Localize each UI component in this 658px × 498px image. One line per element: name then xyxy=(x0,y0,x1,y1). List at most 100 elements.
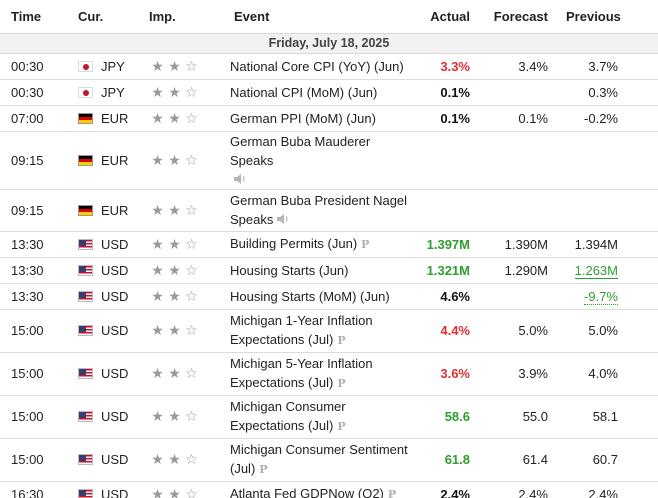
header-currency[interactable]: Cur. xyxy=(70,0,141,34)
event-currency: USD xyxy=(70,231,141,258)
de-flag-icon xyxy=(78,204,93,216)
event-forecast: 2.4% xyxy=(478,481,558,498)
event-row[interactable]: 09:15 EUR ★ ★ ☆ German Buba President Nagel Sp… xyxy=(0,189,658,232)
star-empty-icon: ☆ xyxy=(185,451,198,467)
event-forecast: 5.0% xyxy=(478,309,558,353)
preliminary-icon: P xyxy=(361,238,370,251)
event-time: 09:15 xyxy=(0,189,70,232)
star-empty-icon: ☆ xyxy=(185,235,198,252)
event-currency: USD xyxy=(70,395,141,439)
speaker-icon xyxy=(233,171,247,184)
event-row[interactable]: 13:30 USD ★ ★ ☆ Housing Starts (MoM) (Jun) 4.6… xyxy=(0,283,658,310)
event-forecast xyxy=(478,283,558,310)
currency-code: JPY xyxy=(101,58,125,74)
event-row[interactable]: 15:00 USD ★ ★ ☆ Michigan Consumer Sentiment (J… xyxy=(0,438,658,482)
star-filled-icon: ★ xyxy=(168,408,181,424)
star-empty-icon: ☆ xyxy=(185,201,198,218)
star-filled-icon: ★ xyxy=(151,408,164,424)
event-row[interactable]: 16:30 USD ★ ★ ☆ Atlanta Fed GDPNow (Q2) P 2.4% 2… xyxy=(0,481,658,498)
event-forecast xyxy=(478,189,558,232)
event-row[interactable]: 09:15 EUR ★ ★ ☆ German Buba Mauderer Speaks xyxy=(0,131,658,190)
us-flag-icon xyxy=(78,488,93,498)
header-importance[interactable]: Imp. xyxy=(141,0,226,34)
preliminary-icon: P xyxy=(337,334,346,347)
event-name[interactable]: Building Permits (Jun) P xyxy=(226,231,415,258)
currency-code: EUR xyxy=(101,202,129,218)
event-name-line: German Buba President Nagel xyxy=(230,193,408,208)
preliminary-icon: P xyxy=(337,377,346,390)
event-name[interactable]: Michigan Consumer Sentiment (Jul) P xyxy=(226,438,415,482)
event-name[interactable]: Housing Starts (Jun) xyxy=(226,257,415,284)
event-previous: 5.0% xyxy=(558,309,658,353)
event-actual: 2.4% xyxy=(415,481,478,498)
event-forecast: 61.4 xyxy=(478,438,558,482)
event-row[interactable]: 07:00 EUR ★ ★ ☆ German PPI (MoM) (Jun) 0.1% 0.1… xyxy=(0,105,658,132)
event-time: 07:00 xyxy=(0,105,70,132)
star-empty-icon: ☆ xyxy=(185,322,198,338)
event-name[interactable]: Michigan 1-Year Inflation Expectations (J… xyxy=(226,309,415,353)
currency-code: USD xyxy=(101,409,129,424)
event-previous: -9.7% xyxy=(558,283,658,310)
event-row[interactable]: 13:30 USD ★ ★ ☆ Building Permits (Jun) P 1.397M… xyxy=(0,231,658,258)
event-importance: ★ ★ ☆ xyxy=(141,395,226,439)
event-name[interactable]: National Core CPI (YoY) (Jun) xyxy=(226,53,415,80)
event-time: 15:00 xyxy=(0,309,70,353)
event-name-line: Atlanta Fed GDPNow (Q2) P xyxy=(230,484,413,498)
event-name[interactable]: German PPI (MoM) (Jun) xyxy=(226,105,415,132)
event-row[interactable]: 00:30 JPY ★ ★ ☆ National Core CPI (YoY) (Jun)… xyxy=(0,53,658,80)
star-filled-icon: ★ xyxy=(168,151,181,168)
header-time[interactable]: Time xyxy=(0,0,70,34)
currency-code: USD xyxy=(101,262,129,278)
event-actual: 1.321M xyxy=(415,257,478,284)
event-row[interactable]: 15:00 USD ★ ★ ☆ Michigan 5-Year Inflation Expe… xyxy=(0,352,658,396)
event-row[interactable]: 00:30 JPY ★ ★ ☆ National CPI (MoM) (Jun) 0.1% 0… xyxy=(0,79,658,106)
event-actual: 0.1% xyxy=(415,79,478,106)
star-filled-icon: ★ xyxy=(151,365,164,381)
currency-code: USD xyxy=(101,323,129,338)
star-filled-icon: ★ xyxy=(168,109,181,126)
event-name[interactable]: Michigan Consumer Expectations (Jul) P xyxy=(226,395,415,439)
event-name[interactable]: Housing Starts (MoM) (Jun) xyxy=(226,283,415,310)
event-importance: ★ ★ ☆ xyxy=(141,53,226,80)
event-actual: 4.4% xyxy=(415,309,478,353)
event-name[interactable]: Michigan 5-Year Inflation Expectations (J… xyxy=(226,352,415,396)
event-name-line: German PPI (MoM) (Jun) xyxy=(230,110,376,126)
event-actual: 3.3% xyxy=(415,53,478,80)
event-forecast xyxy=(478,79,558,106)
event-actual: 1.397M xyxy=(415,231,478,258)
event-importance: ★ ★ ☆ xyxy=(141,481,226,498)
header-event[interactable]: Event xyxy=(226,0,415,34)
event-time: 15:00 xyxy=(0,352,70,396)
us-flag-icon xyxy=(78,290,93,302)
header-forecast[interactable]: Forecast xyxy=(478,0,558,34)
event-name[interactable]: National CPI (MoM) (Jun) xyxy=(226,79,415,106)
event-name[interactable]: German Buba President Nagel Speaks xyxy=(226,189,415,232)
date-label: Friday, July 18, 2025 xyxy=(0,33,658,54)
event-actual: 4.6% xyxy=(415,283,478,310)
header-previous[interactable]: Previous xyxy=(558,0,658,34)
star-filled-icon: ★ xyxy=(151,201,164,218)
event-currency: USD xyxy=(70,283,141,310)
event-row[interactable]: 15:00 USD ★ ★ ☆ Michigan 1-Year Inflation Expe… xyxy=(0,309,658,353)
star-empty-icon: ☆ xyxy=(185,261,198,278)
event-name-line: Expectations (Jul) P xyxy=(230,332,346,347)
event-previous: 1.394M xyxy=(558,231,658,258)
event-row[interactable]: 15:00 USD ★ ★ ☆ Michigan Consumer Expectations… xyxy=(0,395,658,439)
currency-code: USD xyxy=(101,486,129,498)
header-actual[interactable]: Actual xyxy=(415,0,478,34)
event-name[interactable]: German Buba Mauderer Speaks xyxy=(226,131,415,190)
star-filled-icon: ★ xyxy=(151,57,164,74)
event-forecast: 0.1% xyxy=(478,105,558,132)
date-row: Friday, July 18, 2025 xyxy=(0,33,658,54)
jp-flag-icon xyxy=(78,60,93,72)
event-currency: USD xyxy=(70,309,141,353)
star-filled-icon: ★ xyxy=(151,83,164,100)
event-name[interactable]: Atlanta Fed GDPNow (Q2) P xyxy=(226,481,415,498)
us-flag-icon xyxy=(78,454,93,465)
star-filled-icon: ★ xyxy=(168,83,181,100)
preliminary-icon: P xyxy=(259,463,268,476)
event-time: 13:30 xyxy=(0,257,70,284)
event-name-line: National CPI (MoM) (Jun) xyxy=(230,84,378,100)
currency-code: EUR xyxy=(101,152,129,168)
event-row[interactable]: 13:30 USD ★ ★ ☆ Housing Starts (Jun) 1.321M 1.2… xyxy=(0,257,658,284)
